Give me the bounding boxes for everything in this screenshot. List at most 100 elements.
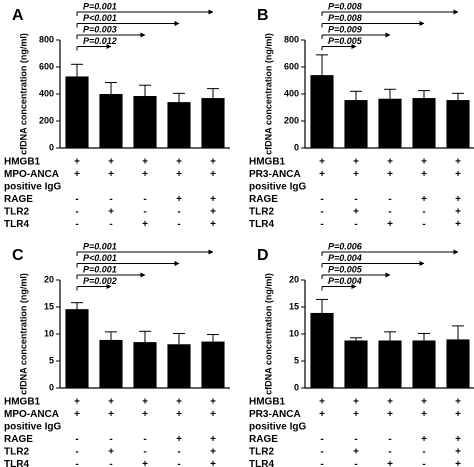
row-cell: +: [176, 157, 182, 168]
bar: [133, 96, 157, 148]
row-cell: +: [353, 447, 359, 458]
bar: [167, 344, 191, 388]
y-tick-label: 0: [49, 142, 54, 152]
bar: [99, 339, 123, 388]
row-cell: +: [74, 157, 80, 168]
error-bar: [418, 90, 430, 99]
row-cell: +: [108, 207, 114, 218]
row-cell: -: [143, 434, 146, 445]
row-cell: -: [177, 447, 180, 458]
error-bar: [71, 302, 83, 310]
row-cell: -: [75, 219, 78, 230]
comparison-label: P=0.001: [83, 241, 117, 251]
row-cell: +: [455, 207, 461, 218]
row-cell: +: [353, 409, 359, 420]
row-cell: -: [388, 207, 391, 218]
row-cell: +: [108, 409, 114, 420]
bar: [446, 339, 470, 388]
row-cell: -: [75, 207, 78, 218]
row-label: TLR4: [4, 219, 29, 230]
error-bar: [207, 88, 219, 99]
bar: [167, 102, 191, 148]
row-label: TLR4: [249, 459, 274, 467]
error-bar: [173, 332, 185, 345]
bar: [378, 98, 402, 148]
error-bar: [139, 84, 151, 97]
row-cell: +: [387, 397, 393, 408]
y-tick-label: 0: [49, 382, 54, 392]
y-tick-label: 800: [39, 34, 54, 44]
error-bar: [105, 331, 117, 340]
row-cell: +: [421, 169, 427, 180]
row-cell: +: [176, 194, 182, 205]
y-tick-label: 400: [39, 88, 54, 98]
row-cell: +: [210, 219, 216, 230]
row-cell: -: [422, 459, 425, 467]
comparison-label: P=0.004: [328, 253, 362, 263]
row-cell: +: [455, 447, 461, 458]
row-cell: +: [421, 194, 427, 205]
y-tick-label: 0: [294, 142, 299, 152]
error-bar: [452, 325, 464, 340]
row-cell: -: [388, 434, 391, 445]
row-cell: +: [455, 434, 461, 445]
row-cell: +: [142, 157, 148, 168]
comparison-label: P<0.001: [83, 253, 117, 263]
row-cell: +: [108, 397, 114, 408]
y-tick-label: 0: [294, 382, 299, 392]
row-cell: +: [210, 207, 216, 218]
bar: [378, 340, 402, 388]
row-cell: +: [210, 194, 216, 205]
row-label: TLR2: [4, 207, 29, 218]
y-tick-label: 800: [284, 34, 299, 44]
bar: [99, 94, 123, 148]
comparison-label: P=0.003: [83, 24, 117, 34]
y-tick-label: 15: [289, 301, 299, 311]
row-cell: +: [210, 434, 216, 445]
row-cell: -: [320, 207, 323, 218]
row-label: HMGB1: [249, 397, 286, 408]
row-label: TLR4: [249, 219, 274, 230]
comparison-label: P=0.002: [83, 276, 117, 286]
row-cell: +: [210, 169, 216, 180]
row-cell: -: [143, 447, 146, 458]
row-cell: +: [108, 447, 114, 458]
bar: [412, 340, 436, 388]
bar: [310, 75, 334, 148]
row-cell: +: [176, 434, 182, 445]
row-cell: +: [210, 157, 216, 168]
row-cell: +: [319, 169, 325, 180]
row-cell: +: [353, 397, 359, 408]
error-bar: [384, 331, 396, 341]
row-cell: -: [354, 194, 357, 205]
row-cell: +: [176, 169, 182, 180]
comparison-label: P=0.008: [328, 13, 362, 23]
row-label: positive IgG: [249, 182, 306, 193]
row-cell: +: [142, 459, 148, 467]
y-axis-label: cfDNA concentration (ng/ml): [18, 273, 28, 395]
row-cell: +: [421, 434, 427, 445]
row-cell: +: [455, 397, 461, 408]
row-label: PR3-ANCA: [249, 409, 301, 420]
y-tick-label: 10: [289, 328, 299, 338]
row-cell: -: [354, 434, 357, 445]
row-cell: +: [142, 397, 148, 408]
row-cell: +: [387, 157, 393, 168]
row-cell: +: [455, 169, 461, 180]
bar: [65, 309, 89, 388]
row-cell: -: [354, 219, 357, 230]
bar: [412, 98, 436, 148]
row-cell: -: [320, 447, 323, 458]
row-cell: -: [75, 459, 78, 467]
error-bar: [316, 298, 328, 313]
row-label: RAGE: [4, 434, 33, 445]
row-cell: +: [142, 219, 148, 230]
row-cell: -: [422, 207, 425, 218]
row-cell: +: [142, 169, 148, 180]
y-tick-label: 10: [44, 328, 54, 338]
bar: [310, 312, 334, 388]
row-cell: -: [177, 219, 180, 230]
panel-label: D: [257, 247, 269, 264]
row-cell: +: [108, 157, 114, 168]
row-label: TLR4: [4, 459, 29, 467]
